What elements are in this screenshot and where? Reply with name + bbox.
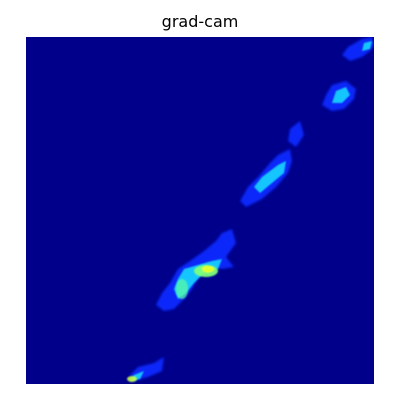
grad-cam-heatmap (26, 37, 374, 384)
figure-title: grad-cam (161, 12, 239, 31)
heatmap-background (26, 37, 374, 384)
activation-hotspot (127, 265, 218, 382)
